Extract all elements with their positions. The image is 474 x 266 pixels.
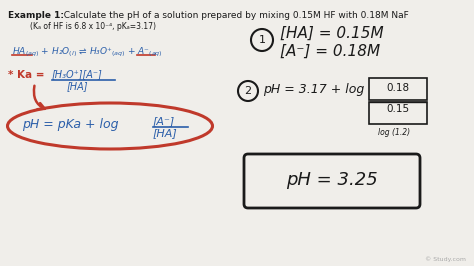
Text: pH = 3.25: pH = 3.25 [286, 171, 378, 189]
Text: pH = 3.17 + log: pH = 3.17 + log [263, 83, 364, 96]
Text: 1: 1 [258, 35, 265, 45]
Text: Calculate the pH of a solution prepared by mixing 0.15M HF with 0.18M NaF: Calculate the pH of a solution prepared … [58, 11, 409, 20]
Text: 0.15: 0.15 [386, 104, 410, 114]
Text: Example 1:: Example 1: [8, 11, 64, 20]
Text: * Ka =: * Ka = [8, 70, 48, 80]
Text: (Kₐ of HF is 6.8 x 10⁻⁴, pKₐ=3.17): (Kₐ of HF is 6.8 x 10⁻⁴, pKₐ=3.17) [30, 22, 156, 31]
Text: pH = pKa + log: pH = pKa + log [22, 118, 119, 131]
Text: [HA] = 0.15M: [HA] = 0.15M [280, 26, 383, 41]
Text: [HA]: [HA] [67, 81, 89, 91]
Text: © Study.com: © Study.com [425, 256, 466, 262]
Text: [HA]: [HA] [153, 128, 178, 138]
Text: HA$_{(aq)}$ + H₂O$_{(l)}$ ⇌ H₃O⁺$_{(aq)}$ + A⁻$_{(aq)}$: HA$_{(aq)}$ + H₂O$_{(l)}$ ⇌ H₃O⁺$_{(aq)}… [12, 46, 163, 59]
Text: log (1.2): log (1.2) [378, 128, 410, 137]
Text: [A⁻]: [A⁻] [153, 116, 175, 126]
Text: 2: 2 [245, 86, 252, 96]
Text: [A⁻] = 0.18M: [A⁻] = 0.18M [280, 44, 380, 59]
Text: 0.18: 0.18 [386, 83, 410, 93]
Text: [H₃O⁺][A⁻]: [H₃O⁺][A⁻] [52, 69, 103, 79]
